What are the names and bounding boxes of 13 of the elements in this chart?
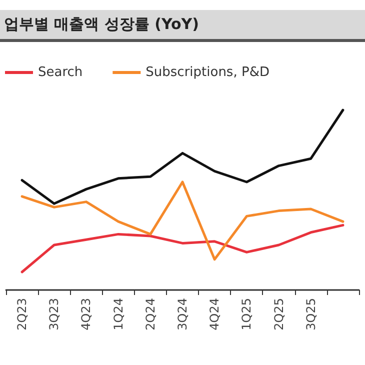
chart-title: 업부별 매출액 성장률 (YoY) bbox=[0, 10, 365, 42]
x-tick-label: 3Q24 bbox=[176, 298, 190, 330]
x-tick-label: 1Q25 bbox=[240, 298, 254, 330]
legend-label: Search bbox=[38, 65, 83, 80]
legend-label: Subscriptions, P&D bbox=[146, 65, 270, 80]
x-tick-label: 4Q23 bbox=[79, 298, 94, 330]
x-tick-label: 3Q23 bbox=[47, 298, 62, 330]
x-tick-label: 3Q25 bbox=[304, 298, 318, 330]
x-tick-label: 2Q25 bbox=[272, 298, 286, 330]
x-tick-label: 2Q23 bbox=[15, 298, 30, 330]
x-tick-label: 4Q24 bbox=[208, 298, 222, 330]
x-tick-label: 1Q24 bbox=[111, 298, 126, 330]
x-tick-label: 2Q24 bbox=[143, 298, 158, 330]
